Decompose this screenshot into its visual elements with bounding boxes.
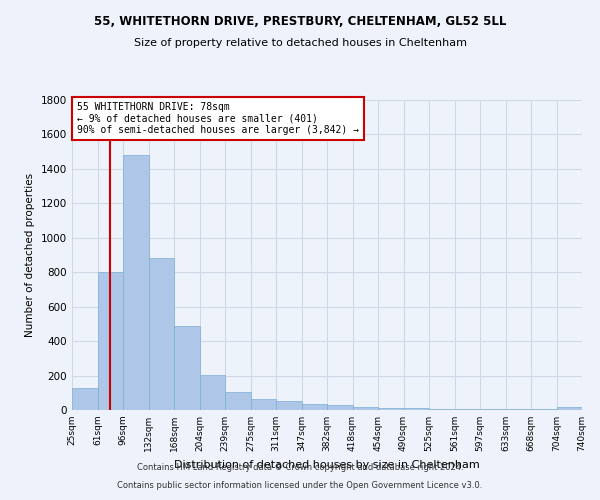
Bar [353, 408, 378, 410]
Bar [455, 409, 480, 410]
Bar [199, 374, 225, 410]
Bar [149, 258, 174, 410]
Text: 55, WHITETHORN DRIVE, PRESTBURY, CHELTENHAM, GL52 5LL: 55, WHITETHORN DRIVE, PRESTBURY, CHELTEN… [94, 15, 506, 28]
Y-axis label: Number of detached properties: Number of detached properties [25, 173, 35, 337]
Bar [531, 409, 557, 410]
Text: Contains HM Land Registry data © Crown copyright and database right 2024.: Contains HM Land Registry data © Crown c… [137, 464, 463, 472]
Bar [505, 409, 531, 410]
Text: 55 WHITETHORN DRIVE: 78sqm
← 9% of detached houses are smaller (401)
90% of semi: 55 WHITETHORN DRIVE: 78sqm ← 9% of detac… [77, 102, 359, 134]
Bar [404, 408, 429, 410]
Bar [251, 399, 276, 410]
Text: Contains public sector information licensed under the Open Government Licence v3: Contains public sector information licen… [118, 481, 482, 490]
Bar [276, 402, 302, 410]
X-axis label: Distribution of detached houses by size in Cheltenham: Distribution of detached houses by size … [174, 460, 480, 469]
Bar [480, 409, 505, 410]
Bar [123, 155, 149, 410]
Bar [72, 388, 97, 410]
Bar [225, 392, 251, 410]
Bar [97, 272, 123, 410]
Bar [557, 406, 582, 410]
Bar [302, 404, 327, 410]
Text: Size of property relative to detached houses in Cheltenham: Size of property relative to detached ho… [133, 38, 467, 48]
Bar [429, 409, 455, 410]
Bar [174, 326, 199, 410]
Bar [327, 405, 353, 410]
Bar [378, 408, 404, 410]
